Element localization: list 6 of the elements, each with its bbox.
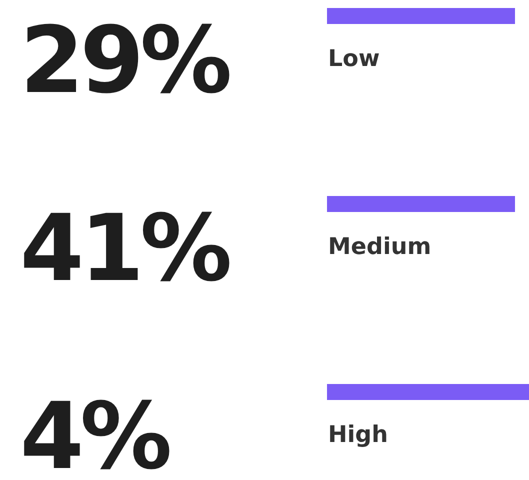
data-label: 4% [20,383,170,480]
data-label: 41% [20,195,230,302]
category-label: Low [328,46,380,72]
category-label: High [328,422,388,448]
data-label: 29% [20,7,230,114]
category-label: Medium [328,234,432,260]
